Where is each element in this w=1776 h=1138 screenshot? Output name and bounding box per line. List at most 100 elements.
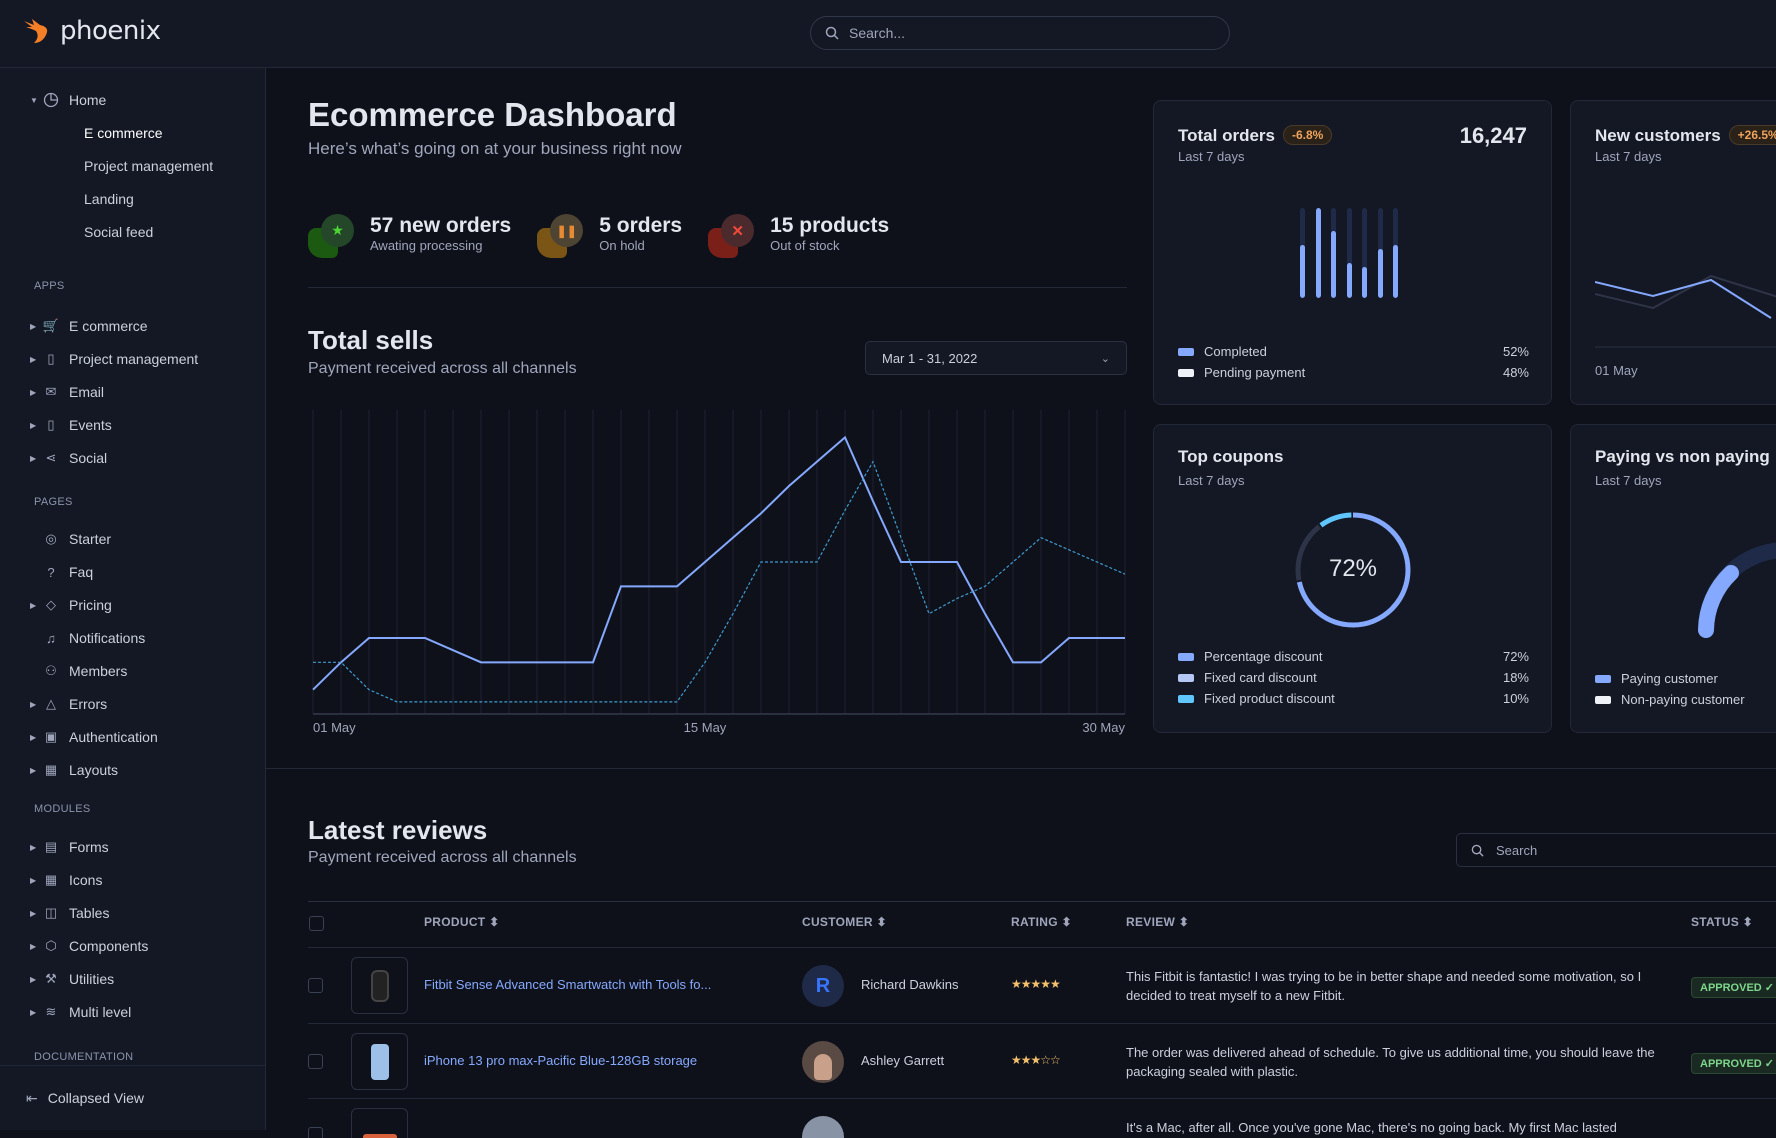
- caret-right-icon: ▶: [30, 842, 37, 852]
- sidebar-section-modules: MODULES: [34, 803, 91, 815]
- total-orders-value: 16,247: [1459, 123, 1527, 148]
- order-bar: [1315, 208, 1321, 298]
- order-bar-fill: [1300, 244, 1305, 298]
- phoenix-logo-icon: [24, 19, 48, 43]
- sidebar-section-documentation: DOCUMENTATION: [34, 1051, 134, 1063]
- rating-stars: ★★★☆☆: [1011, 1053, 1061, 1067]
- change-badge: -6.8%: [1282, 125, 1333, 145]
- order-bar: [1331, 208, 1336, 298]
- global-search-input[interactable]: Search...: [810, 16, 1230, 50]
- card-top-coupons: Top coupons Last 7 days 72% Percentage d…: [1153, 424, 1552, 733]
- order-bar-fill: [1346, 262, 1352, 298]
- pause-icon: ❚❚: [550, 214, 584, 247]
- reviews-search-input[interactable]: Search: [1456, 833, 1776, 867]
- cart-icon: 🛒: [42, 318, 60, 333]
- lock-icon: ▣: [44, 729, 58, 744]
- product-link[interactable]: Fitbit Sense Advanced Smartwatch with To…: [424, 977, 712, 992]
- search-icon: [825, 26, 839, 40]
- x-tick-label: 01 May: [313, 720, 356, 735]
- stat-out-of-stock: ✕ 15 products Out of stock: [708, 214, 889, 260]
- paying-gauge-chart: [1698, 542, 1776, 638]
- caret-right-icon: ▶: [30, 387, 37, 397]
- avatar: [802, 1116, 844, 1138]
- x-tick-label: 30 May: [1082, 720, 1125, 735]
- donut-segment: [1295, 512, 1411, 628]
- card-new-customers: New customers +26.5% Last 7 days 01 May: [1570, 100, 1776, 405]
- status-badge: APPROVED ✓: [1691, 1053, 1776, 1074]
- order-bar-fill: [1315, 208, 1321, 298]
- select-all-checkbox[interactable]: [309, 916, 324, 931]
- compass-icon: ◎: [45, 531, 57, 546]
- order-bar: [1393, 208, 1398, 298]
- order-bar: [1300, 208, 1305, 298]
- collapsed-view-button[interactable]: ⇤ Collapsed View: [0, 1065, 266, 1130]
- caret-right-icon: ▶: [30, 699, 37, 709]
- legend-swatch: [1178, 368, 1194, 377]
- legend-item-fixed-product-discount: Fixed product discount 10%: [1178, 688, 1529, 709]
- legend-swatch: [1595, 674, 1611, 683]
- product-link[interactable]: iPhone 13 pro max-Pacific Blue-128GB sto…: [424, 1053, 698, 1068]
- caret-right-icon: ▶: [30, 941, 37, 951]
- users-icon: ⚇: [45, 663, 57, 678]
- previous-period-line: [1595, 274, 1776, 310]
- table-row: Fitbit Sense Advanced Smartwatch with To…: [308, 947, 1776, 1023]
- sidebar-section-apps: APPS: [34, 280, 65, 292]
- donut-center-value: 72%: [1328, 555, 1378, 582]
- order-bar-fill: [1362, 267, 1367, 298]
- order-bar-fill: [1393, 244, 1398, 298]
- search-icon: [1471, 844, 1484, 857]
- card-paying-vs-non-paying: Paying vs non paying Last 7 days Paying …: [1570, 424, 1776, 733]
- brand-logo[interactable]: phoenix: [22, 16, 161, 46]
- row-checkbox[interactable]: [308, 1054, 323, 1069]
- card-total-orders: Total orders -6.8% Last 7 days 16,247 Com…: [1153, 100, 1552, 405]
- legend-swatch: [1178, 652, 1194, 661]
- column-header-product[interactable]: PRODUCT ⬍: [424, 915, 500, 929]
- column-header-status[interactable]: STATUS ⬍: [1691, 915, 1754, 929]
- order-bar: [1377, 208, 1383, 298]
- customer-name[interactable]: Richard Dawkins: [861, 977, 959, 992]
- product-thumbnail[interactable]: [351, 957, 408, 1014]
- product-thumbnail[interactable]: [351, 1108, 408, 1138]
- current-period-line: [1595, 278, 1772, 319]
- package-icon: ⬡: [45, 938, 57, 953]
- collapse-icon: ⇤: [26, 1089, 38, 1106]
- order-bar-fill: [1377, 249, 1383, 298]
- search-placeholder: Search...: [849, 25, 906, 41]
- tag-icon: ◇: [46, 597, 56, 612]
- series-line-solid: [312, 435, 1125, 691]
- coupons-donut-chart: [1295, 512, 1411, 628]
- share-icon: ⋖: [45, 450, 57, 465]
- stat-on-hold: ❚❚ 5 orders On hold: [537, 214, 682, 260]
- product-thumbnail[interactable]: [351, 1033, 408, 1090]
- legend-item-pending-payment: Pending payment 48%: [1178, 362, 1529, 383]
- layout-icon: ▦: [44, 762, 58, 777]
- help-icon: ?: [47, 564, 55, 580]
- legend-item-percentage-discount: Percentage discount 72%: [1178, 646, 1529, 667]
- change-badge: +26.5%: [1728, 125, 1776, 145]
- row-checkbox[interactable]: [308, 1127, 323, 1138]
- column-header-rating[interactable]: RATING ⬍: [1011, 915, 1072, 929]
- review-text: This Fitbit is fantastic! I was trying t…: [1126, 969, 1642, 1003]
- column-header-customer[interactable]: CUSTOMER ⬍: [802, 915, 887, 929]
- star-icon: ★: [321, 214, 354, 247]
- caret-right-icon: ▶: [30, 765, 37, 775]
- order-bar-fill: [1331, 230, 1336, 298]
- alert-icon: △: [46, 696, 56, 711]
- caret-right-icon: ▶: [30, 732, 37, 742]
- caret-down-icon: ▼: [30, 95, 38, 105]
- review-text: It's a Mac, after all. Once you've gone …: [1126, 1120, 1617, 1135]
- row-checkbox[interactable]: [308, 978, 323, 993]
- date-range-select[interactable]: Mar 1 - 31, 2022 ⌄: [865, 341, 1127, 375]
- divider: [308, 287, 1127, 288]
- bell-icon: ♫: [46, 630, 56, 646]
- stats-row: ★ 57 new orders Awating processing ❚❚ 5 o…: [308, 214, 889, 260]
- layers-icon: ≋: [45, 1004, 57, 1019]
- legend-item-fixed-card-discount: Fixed card discount 18%: [1178, 667, 1529, 688]
- column-header-review[interactable]: REVIEW ⬍: [1126, 915, 1190, 929]
- donut-segment: [1295, 512, 1411, 628]
- order-bar: [1346, 208, 1352, 298]
- grid-icon: ▦: [44, 872, 58, 887]
- total-sells-chart: 01 May 15 May 30 May: [312, 410, 1126, 735]
- caret-right-icon: ▶: [30, 453, 37, 463]
- customer-name[interactable]: Ashley Garrett: [861, 1053, 945, 1068]
